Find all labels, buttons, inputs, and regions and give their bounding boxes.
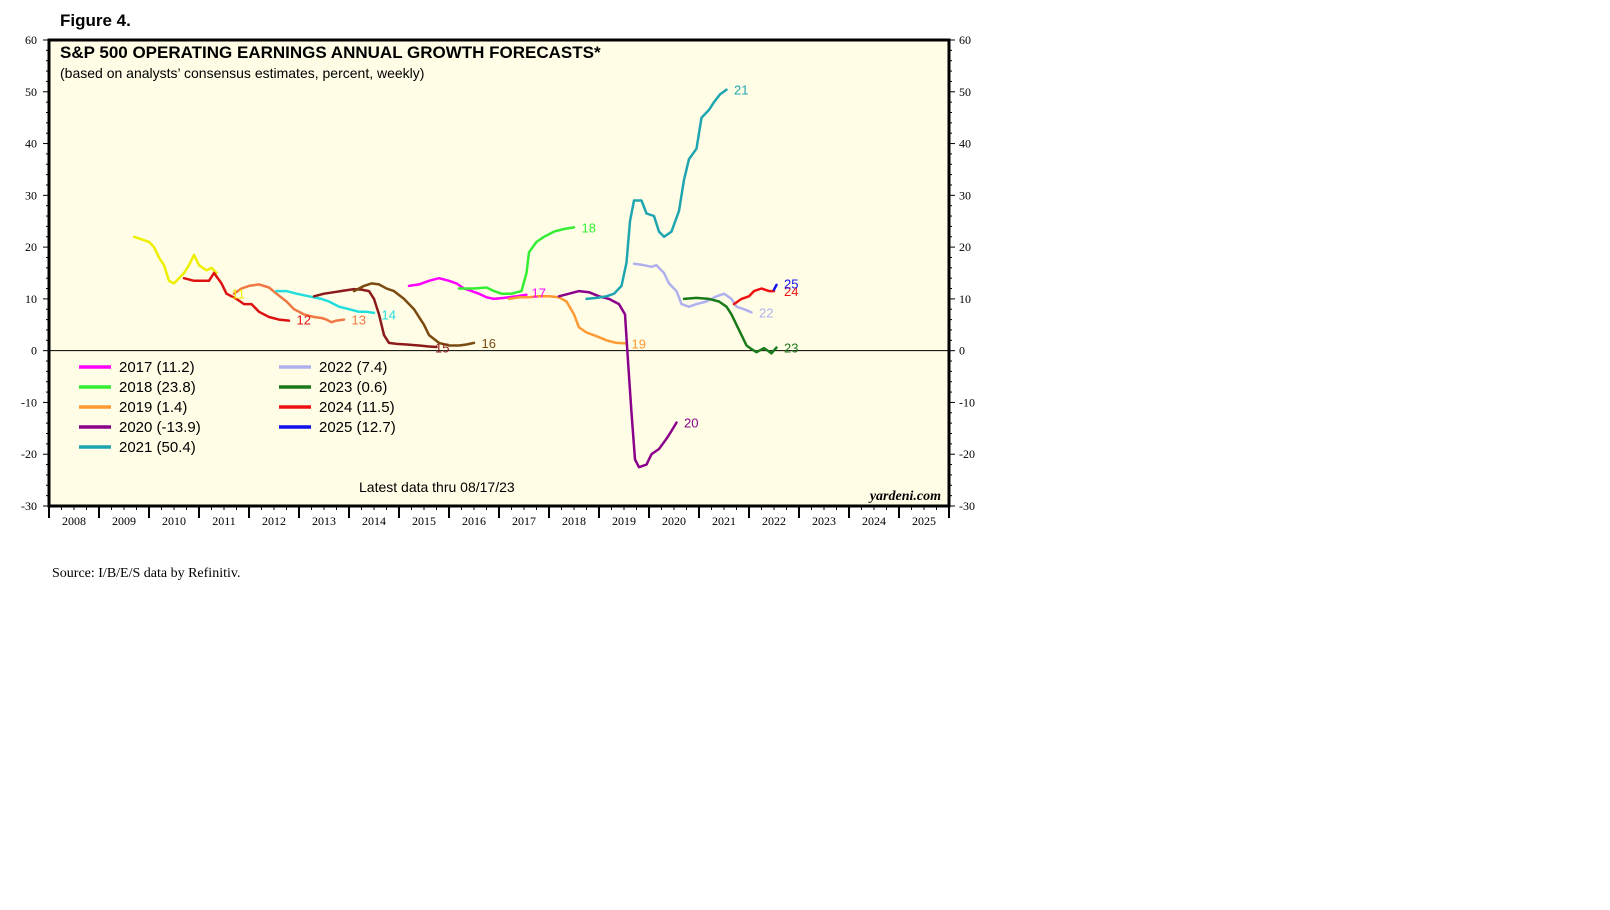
y-tick-label-left: 40	[25, 137, 37, 151]
series-label-17: 17	[532, 286, 546, 301]
series-label-21: 21	[734, 83, 748, 98]
y-tick-label-right: 30	[959, 188, 971, 202]
x-tick-label: 2015	[412, 514, 436, 528]
series-line-16	[352, 282, 476, 347]
x-tick-label: 2024	[862, 514, 886, 528]
legend-label: 2019 (1.4)	[119, 399, 187, 416]
series-line-11	[132, 235, 218, 285]
legend-label: 2023 (0.6)	[319, 379, 387, 396]
x-tick-label: 2013	[312, 514, 336, 528]
series-line-14	[275, 289, 376, 315]
x-tick-label: 2012	[262, 514, 286, 528]
series-line-24	[732, 287, 776, 306]
x-axis: 2008 2009 2010 2011 2012 2013 2014 2015 2016 2017…	[48, 506, 950, 528]
series-line-13	[232, 283, 346, 324]
x-tick-label: 2010	[162, 514, 186, 528]
x-tick-label: 2008	[62, 514, 86, 528]
y-tick-label-left: 30	[25, 188, 37, 202]
watermark: yardeni.com	[868, 489, 941, 504]
series-label-16: 16	[482, 336, 496, 351]
figure-label: Figure 4.	[60, 11, 131, 30]
y-tick-label-left: 60	[25, 33, 37, 47]
chart-title: S&P 500 OPERATING EARNINGS ANNUAL GROWTH…	[60, 43, 601, 62]
y-tick-label-right: 50	[959, 85, 971, 99]
y-tick-label-left: 0	[31, 344, 37, 358]
y-tick-label-left: 10	[25, 292, 37, 306]
series-label-23: 23	[784, 341, 798, 356]
y-axis-left: -30 -20 -10 0 10 20 30 40 50 60	[21, 33, 49, 513]
series-label-19: 19	[632, 336, 646, 351]
legend-label: 2024 (11.5)	[319, 399, 395, 416]
x-tick-label: 2022	[762, 514, 786, 528]
series-line-19	[507, 295, 628, 345]
legend-label: 2021 (50.4)	[119, 439, 196, 456]
y-tick-label-left: 50	[25, 85, 37, 99]
x-tick-label: 2019	[612, 514, 636, 528]
series-line-18	[457, 226, 576, 295]
y-tick-label-right: -30	[959, 499, 975, 513]
series-line-12	[182, 271, 291, 322]
line-chart: -30 -20 -10 0 10 20 30 40 50 60 -30 -20 -10 0 10 20 30 4…	[21, 33, 975, 528]
series-label-13: 13	[352, 313, 366, 328]
y-tick-label-left: -20	[21, 447, 37, 461]
series-line-21	[585, 88, 728, 301]
chart-subtitle: (based on analysts’ consensus estimates,…	[60, 65, 424, 81]
x-tick-label: 2017	[512, 514, 536, 528]
y-tick-label-left: 20	[25, 240, 37, 254]
y-tick-label-left: -10	[21, 395, 37, 409]
legend-label: 2022 (7.4)	[319, 359, 387, 376]
series-line-23	[682, 296, 778, 355]
series-layer	[132, 88, 778, 469]
series-line-25	[772, 283, 778, 291]
x-tick-label: 2016	[462, 514, 486, 528]
series-label-25: 25	[784, 276, 798, 291]
x-tick-label: 2018	[562, 514, 586, 528]
y-tick-label-left: -30	[21, 499, 37, 513]
x-tick-label: 2014	[362, 514, 386, 528]
legend: 2017 (11.2) 2018 (23.8) 2019 (1.4) 2020 (-1…	[79, 359, 396, 456]
legend-label: 2025 (12.7)	[319, 419, 396, 436]
series-line-17	[407, 276, 528, 301]
series-label-11: 11	[232, 287, 246, 302]
y-tick-label-right: 0	[959, 344, 965, 358]
y-axis-right: -30 -20 -10 0 10 20 30 40 50 60	[949, 33, 975, 513]
series-line-22	[632, 262, 753, 314]
series-label-14: 14	[382, 307, 396, 322]
legend-label: 2018 (23.8)	[119, 379, 196, 396]
x-tick-label: 2023	[812, 514, 836, 528]
series-label-22: 22	[759, 305, 773, 320]
series-label-20: 20	[684, 416, 698, 431]
plot-background	[47, 38, 951, 508]
series-line-15	[312, 287, 438, 349]
legend-label: 2020 (-13.9)	[119, 419, 201, 436]
y-tick-label-right: -10	[959, 395, 975, 409]
x-tick-label: 2021	[712, 514, 736, 528]
y-tick-label-right: 10	[959, 292, 971, 306]
x-tick-label: 2025	[912, 514, 936, 528]
x-tick-label: 2020	[662, 514, 686, 528]
legend-label: 2017 (11.2)	[119, 359, 195, 376]
latest-data-annotation: Latest data thru 08/17/23	[359, 479, 515, 495]
series-label-15: 15	[435, 341, 449, 356]
y-tick-label-right: -20	[959, 447, 975, 461]
series-line-20	[557, 289, 678, 469]
series-label-12: 12	[297, 313, 311, 328]
source-note: Source: I/B/E/S data by Refinitiv.	[52, 566, 241, 581]
series-label-18: 18	[582, 220, 596, 235]
y-tick-label-right: 20	[959, 240, 971, 254]
y-tick-label-right: 40	[959, 137, 971, 151]
series-label-24: 24	[784, 284, 798, 299]
x-tick-label: 2011	[212, 514, 236, 528]
x-tick-label: 2009	[112, 514, 136, 528]
y-tick-label-right: 60	[959, 33, 971, 47]
